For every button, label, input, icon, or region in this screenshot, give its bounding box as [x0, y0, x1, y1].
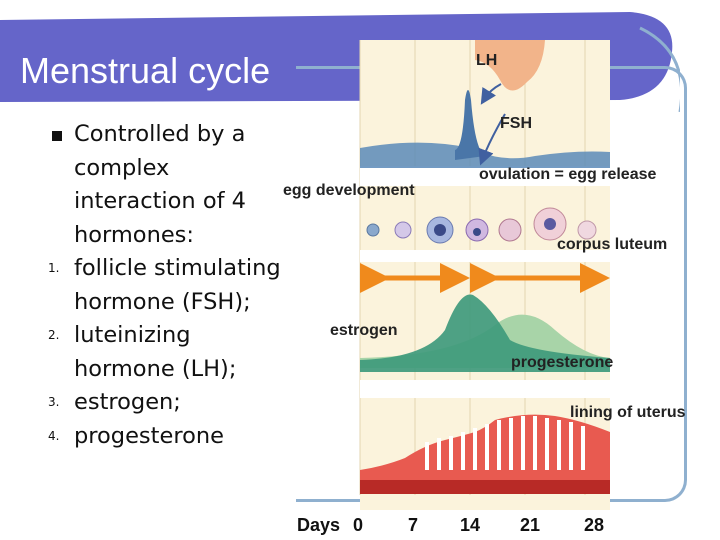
- day-tick-14: 14: [460, 515, 481, 535]
- separator-2: [360, 250, 610, 262]
- fsh-arrow: [478, 113, 506, 166]
- hormone-item-fsh: 1. follicle stimulating hormone (FSH);: [48, 252, 298, 319]
- list-marker: 2.: [48, 328, 60, 342]
- fsh-label: FSH: [500, 115, 532, 132]
- follicle-row: [366, 207, 597, 244]
- days-label: Days: [297, 515, 341, 535]
- lh-label: LH: [476, 52, 498, 69]
- day-tick-7: 7: [408, 515, 419, 535]
- list-marker: 3.: [48, 395, 60, 409]
- ovulation-label: ovulation = egg release: [479, 166, 657, 183]
- uterus-base: [360, 480, 610, 494]
- hormone-cycle-diagram: [359, 40, 610, 510]
- list-marker: 1.: [48, 261, 60, 275]
- pituitary-gland: [475, 40, 545, 91]
- estrogen-curve: [360, 294, 610, 372]
- uterus-lining-label: lining of uterus: [570, 404, 686, 421]
- day-tick-28: 28: [584, 515, 605, 535]
- intro-bullet: Controlled by a complex interaction of 4…: [48, 118, 298, 252]
- hormone-text: follicle stimulating hormone (FSH);: [74, 255, 281, 315]
- egg-development-label: egg development: [283, 182, 415, 199]
- estrogen-label: estrogen: [330, 322, 398, 339]
- lh-curve: [455, 90, 485, 160]
- intro-text: Controlled by a complex interaction of 4…: [74, 121, 246, 248]
- hormone-item-estrogen: 3. estrogen;: [48, 386, 298, 420]
- page-title: Menstrual cycle: [20, 50, 271, 91]
- list-marker: 4.: [48, 428, 60, 443]
- day-tick-0: 0: [353, 515, 364, 535]
- lh-arrow: [480, 83, 502, 105]
- hormone-item-lh: 2. luteinizing hormone (LH);: [48, 319, 298, 386]
- hormone-text: progesterone: [74, 422, 224, 449]
- corpus-luteum-label: corpus luteum: [557, 236, 668, 253]
- progesterone-label: progesterone: [511, 354, 614, 371]
- separator-1: [360, 166, 610, 186]
- separator-3: [360, 380, 610, 398]
- uterus-glands: [425, 416, 585, 470]
- hormone-item-progesterone: 4. progesterone: [48, 420, 298, 454]
- square-bullet-icon: [52, 131, 62, 141]
- day-tick-21: 21: [520, 515, 541, 535]
- hormone-text: luteinizing hormone (LH);: [74, 322, 237, 382]
- bullet-list: Controlled by a complex interaction of 4…: [48, 118, 298, 453]
- hormone-text: estrogen;: [74, 389, 181, 415]
